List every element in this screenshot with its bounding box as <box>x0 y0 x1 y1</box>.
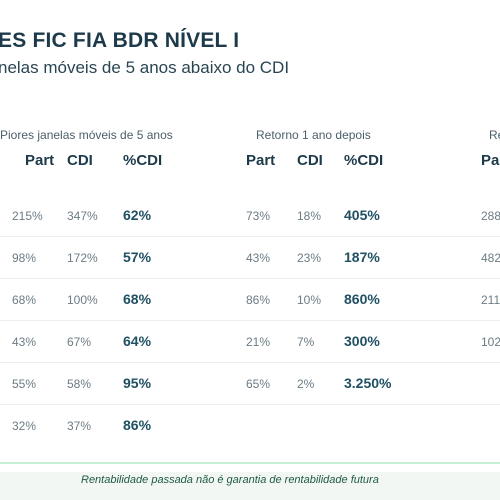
page-subtitle: nelas móveis de 5 anos abaixo do CDI <box>0 58 290 77</box>
col-header-worst-cdi: CDI <box>67 152 93 169</box>
group-header-third: Re <box>489 128 500 142</box>
cell-third-part: 288 <box>481 209 500 223</box>
cell-worst-part: 43% <box>12 335 37 349</box>
cell-after-cdi: 18% <box>297 209 322 223</box>
cell-worst-cdi: 100% <box>67 293 98 307</box>
cell-after-part: 73% <box>246 209 271 223</box>
cell-after-pct-cdi: 405% <box>344 207 380 223</box>
footer-bar: Rentabilidade passada não é garantia de … <box>0 472 500 500</box>
cell-after-part: 65% <box>246 377 271 391</box>
col-header-worst-pct-cdi: %CDI <box>123 152 163 169</box>
cell-worst-pct-cdi: 95% <box>123 375 152 391</box>
col-header-after-pct-cdi: %CDI <box>344 152 384 169</box>
cell-worst-part: 68% <box>12 293 37 307</box>
footer-disclaimer: Rentabilidade passada não é garantia de … <box>81 474 379 486</box>
cell-worst-pct-cdi: 86% <box>123 417 152 433</box>
col-header-third-part: Pa <box>481 152 500 169</box>
cell-third-part: 102 <box>481 335 500 349</box>
cell-worst-pct-cdi: 64% <box>123 333 152 349</box>
cell-third-part: 211% <box>481 293 500 307</box>
cell-after-cdi: 2% <box>297 377 315 391</box>
col-header-worst-part: Part <box>25 152 55 169</box>
row-divider <box>0 320 500 321</box>
cell-after-part: 21% <box>246 335 271 349</box>
cell-worst-pct-cdi: 62% <box>123 207 152 223</box>
row-divider <box>0 278 500 279</box>
col-header-after-part: Part <box>246 152 276 169</box>
cell-after-part: 86% <box>246 293 271 307</box>
cell-worst-cdi: 172% <box>67 251 98 265</box>
col-header-after-cdi: CDI <box>297 152 323 169</box>
group-header-return-after: Retorno 1 ano depois <box>256 128 371 142</box>
cell-after-cdi: 23% <box>297 251 322 265</box>
cell-after-pct-cdi: 300% <box>344 333 380 349</box>
cell-after-cdi: 10% <box>297 293 322 307</box>
page-title: ES FIC FIA BDR NÍVEL I <box>0 29 240 52</box>
cell-worst-cdi: 37% <box>67 419 92 433</box>
footer-divider <box>0 462 500 464</box>
cell-after-pct-cdi: 3.250% <box>344 375 392 391</box>
cell-after-part: 43% <box>246 251 271 265</box>
row-divider <box>0 404 500 405</box>
cell-after-cdi: 7% <box>297 335 315 349</box>
cell-worst-cdi: 67% <box>67 335 92 349</box>
cell-worst-pct-cdi: 68% <box>123 291 152 307</box>
row-divider <box>0 362 500 363</box>
cell-worst-part: 55% <box>12 377 37 391</box>
cell-worst-part: 32% <box>12 419 37 433</box>
cell-third-part: 482 <box>481 251 500 265</box>
cell-worst-pct-cdi: 57% <box>123 249 152 265</box>
cell-after-pct-cdi: 860% <box>344 291 380 307</box>
cell-after-pct-cdi: 187% <box>344 249 380 265</box>
row-divider <box>0 236 500 237</box>
cell-worst-cdi: 58% <box>67 377 92 391</box>
cell-worst-part: 98% <box>12 251 37 265</box>
cell-worst-part: 215% <box>12 209 43 223</box>
cell-worst-cdi: 347% <box>67 209 98 223</box>
group-header-worst-windows: Piores janelas móveis de 5 anos <box>0 128 173 142</box>
